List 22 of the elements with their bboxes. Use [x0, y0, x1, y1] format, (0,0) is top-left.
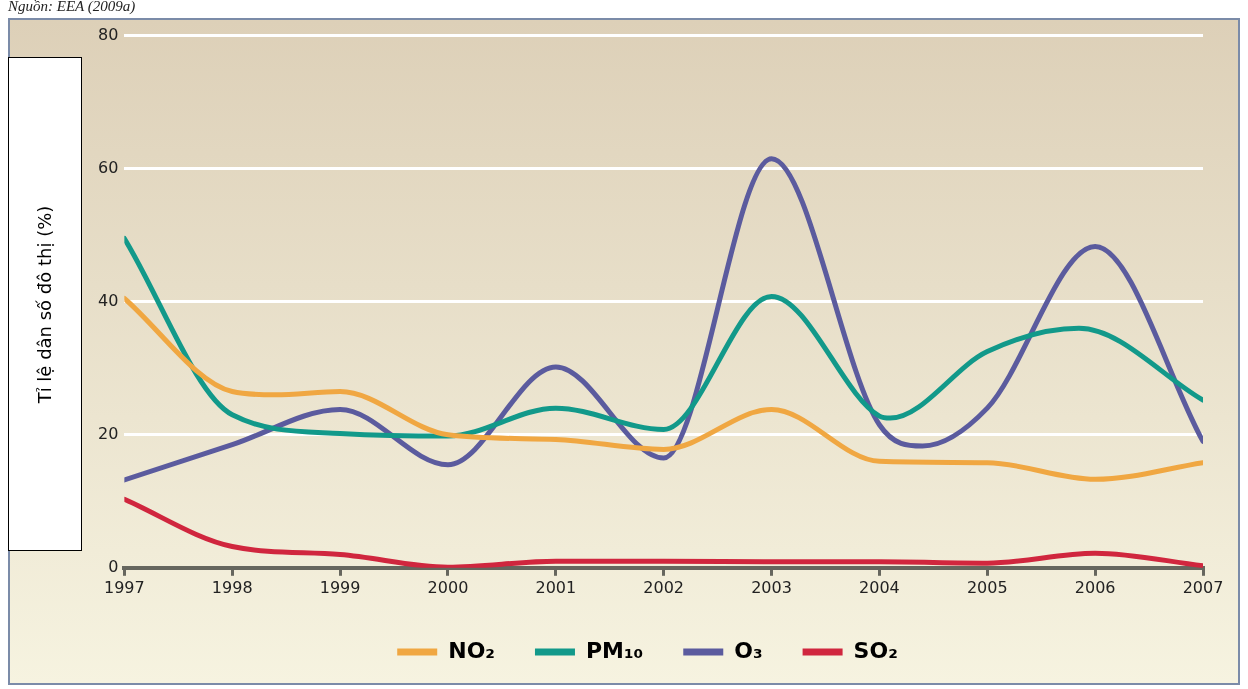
x-tick-label: 2003 — [751, 577, 792, 597]
x-tick-label: 2004 — [859, 577, 900, 597]
legend-label: O₃ — [734, 637, 763, 663]
x-tick-label: 2006 — [1074, 577, 1116, 597]
legend-label: PM₁₀ — [585, 637, 644, 663]
y-tick-label: 20 — [98, 423, 119, 443]
text: Nguồn: EEA (2009a) — [8, 0, 136, 15]
legend-label: NO₂ — [448, 637, 495, 663]
x-tick-label: 2002 — [643, 577, 685, 597]
x-tick-label: 1999 — [319, 577, 361, 597]
y-axis-title: Tỉ lệ dân số đô thị (%) — [34, 205, 56, 403]
x-tick-label: 2000 — [427, 577, 469, 597]
y-tick-label: 60 — [98, 157, 119, 177]
y-tick-label: 80 — [98, 24, 119, 44]
y-tick-label: 40 — [98, 290, 119, 310]
x-tick-label: 1997 — [104, 577, 145, 597]
y-tick-label: 0 — [108, 556, 119, 576]
x-tick-label: 1998 — [211, 577, 253, 597]
x-tick-label: 2001 — [535, 577, 577, 597]
legend-label: SO₂ — [853, 637, 898, 663]
x-tick-label: 2007 — [1182, 577, 1224, 597]
x-tick-label: 2005 — [966, 577, 1008, 597]
